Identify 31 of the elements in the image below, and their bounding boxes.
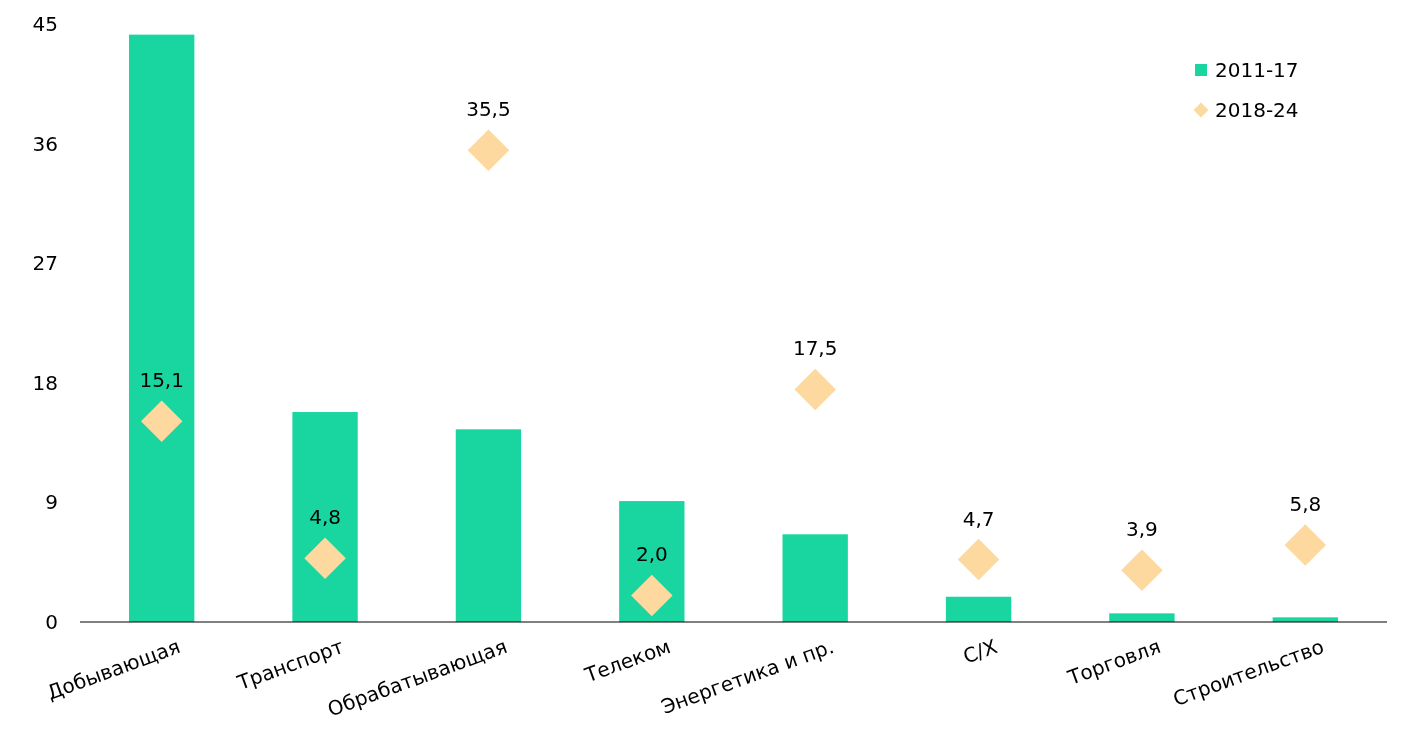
point (140, 400, 183, 443)
data-label: 17,5 (792, 336, 838, 361)
point (467, 129, 510, 172)
y-tick-label: 45 (32, 12, 58, 36)
y-tick-label: 0 (45, 610, 58, 634)
data-label: 4,8 (309, 505, 341, 530)
data-label: 5,8 (1289, 491, 1322, 516)
bar (455, 429, 522, 622)
legend-label: 2011-17 (1215, 58, 1299, 82)
y-tick-label: 27 (32, 251, 58, 276)
data-label: 3,9 (1126, 517, 1158, 542)
point (304, 537, 346, 579)
data-label: 15,1 (139, 368, 184, 393)
bar (1109, 613, 1175, 622)
y-tick-label: 9 (45, 490, 58, 515)
point (631, 574, 673, 617)
y-tick-label: 36 (32, 131, 58, 156)
y-tick-label: 18 (32, 370, 58, 395)
bar (129, 34, 195, 622)
point (1284, 524, 1327, 566)
legend-label: 2018-24 (1215, 98, 1299, 122)
bar (782, 534, 848, 622)
point (794, 368, 836, 411)
bar (292, 412, 358, 622)
bar (945, 596, 1012, 622)
data-label: 35,5 (466, 97, 511, 122)
x-tick-label: С/Х (959, 634, 1001, 669)
point (957, 538, 1000, 581)
point (1121, 549, 1163, 591)
data-label: 2,0 (635, 542, 668, 567)
data-label: 4,7 (962, 506, 995, 531)
